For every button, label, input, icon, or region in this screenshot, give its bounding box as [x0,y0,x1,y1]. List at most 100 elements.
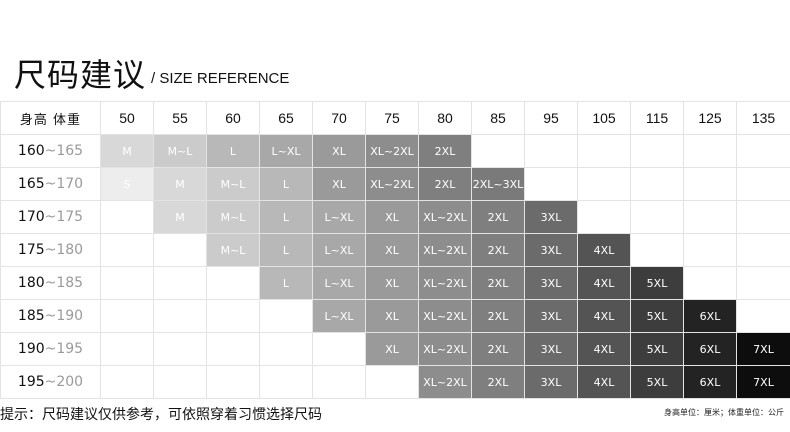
height-from: 180 [17,275,45,291]
size-cell: 3XL [524,365,578,399]
size-cell: L [259,266,313,300]
size-cell: L~XL [312,299,366,333]
weight-header-row: 身高 体重 50 55 60 65 70 75 80 85 95 105 115… [0,101,790,135]
size-cell: M [153,167,207,201]
size-cell: XL [365,299,419,333]
height-from: 160 [17,143,45,159]
empty-cell [206,299,260,333]
size-cell: XL~2XL [418,200,472,234]
weight-header: 125 [683,101,737,135]
height-to: ~195 [44,341,84,357]
empty-cell [683,134,737,168]
weight-header: 65 [259,101,313,135]
title-chinese: 尺码建议 [14,56,147,94]
size-cell: 5XL [630,365,684,399]
empty-cell [736,134,790,168]
empty-cell [312,365,366,399]
empty-cell [100,365,154,399]
size-cell: XL [312,167,366,201]
size-cell: M~L [206,233,260,267]
weight-header: 75 [365,101,419,135]
empty-cell [577,167,631,201]
size-cell: 3XL [524,332,578,366]
size-cell: L~XL [312,200,366,234]
size-cell: XL~2XL [418,299,472,333]
empty-cell [524,134,578,168]
table-row: 175~180 M~L L L~XL XL XL~2XL 2XL 3XL 4XL [0,233,790,267]
weight-header: 105 [577,101,631,135]
size-cell: 3XL [524,233,578,267]
size-cell: 5XL [630,332,684,366]
empty-cell [100,200,154,234]
size-reference-table: 身高 体重 50 55 60 65 70 75 80 85 95 105 115… [0,101,790,399]
size-cell: L~XL [312,233,366,267]
height-from: 170 [17,209,45,225]
empty-cell [736,233,790,267]
height-from: 165 [17,176,45,192]
size-cell: 7XL [736,332,790,366]
empty-cell [736,167,790,201]
empty-cell [153,365,207,399]
size-cell: XL [365,233,419,267]
title-english: / SIZE REFERENCE [151,70,290,87]
empty-cell [100,233,154,267]
empty-cell [683,233,737,267]
height-to: ~190 [44,308,84,324]
empty-cell [259,332,313,366]
empty-cell [630,167,684,201]
height-range-cell: 160~165 [0,134,101,168]
size-cell: XL~2XL [418,233,472,267]
empty-cell [259,299,313,333]
table-row: 160~165 M M~L L L~XL XL XL~2XL 2XL [0,134,790,168]
weight-header: 85 [471,101,525,135]
empty-cell [206,266,260,300]
size-cell: L [259,167,313,201]
size-cell: XL [365,266,419,300]
size-cell: L [259,200,313,234]
size-cell: S [100,167,154,201]
size-cell: 4XL [577,266,631,300]
empty-cell [736,200,790,234]
size-cell: M~L [206,200,260,234]
height-range-cell: 195~200 [0,365,101,399]
size-cell: 3XL [524,266,578,300]
height-range-cell: 165~170 [0,167,101,201]
size-cell: M~L [153,134,207,168]
size-cell: 2XL [471,332,525,366]
size-cell: 2XL~3XL [471,167,525,201]
empty-cell [736,266,790,300]
size-cell: XL~2XL [418,266,472,300]
size-cell: XL~2XL [365,167,419,201]
height-to: ~170 [44,176,84,192]
size-cell: XL [312,134,366,168]
empty-cell [736,299,790,333]
size-cell: L~XL [312,266,366,300]
empty-cell [365,365,419,399]
empty-cell [153,266,207,300]
weight-header: 70 [312,101,366,135]
size-cell: XL~2XL [365,134,419,168]
size-cell: 3XL [524,299,578,333]
height-from: 190 [17,341,45,357]
empty-cell [153,332,207,366]
empty-cell [312,332,366,366]
size-cell: L [259,233,313,267]
size-cell: XL [365,200,419,234]
corner-label: 身高 体重 [0,101,101,135]
size-cell: 2XL [471,266,525,300]
table-row: 180~185 L L~XL XL XL~2XL 2XL 3XL 4XL 5XL [0,266,790,300]
size-cell: 2XL [418,134,472,168]
height-range-cell: 175~180 [0,233,101,267]
size-cell: L~XL [259,134,313,168]
empty-cell [100,332,154,366]
size-cell: M~L [206,167,260,201]
empty-cell [206,365,260,399]
table-row: 165~170 S M M~L L XL XL~2XL 2XL 2XL~3XL [0,167,790,201]
height-to: ~185 [44,275,84,291]
size-cell: XL~2XL [418,365,472,399]
size-cell: 2XL [418,167,472,201]
table-row: 195~200 XL~2XL 2XL 3XL 4XL 5XL 6XL 7XL [0,365,790,399]
size-cell: XL [365,332,419,366]
weight-header: 55 [153,101,207,135]
weight-header: 80 [418,101,472,135]
